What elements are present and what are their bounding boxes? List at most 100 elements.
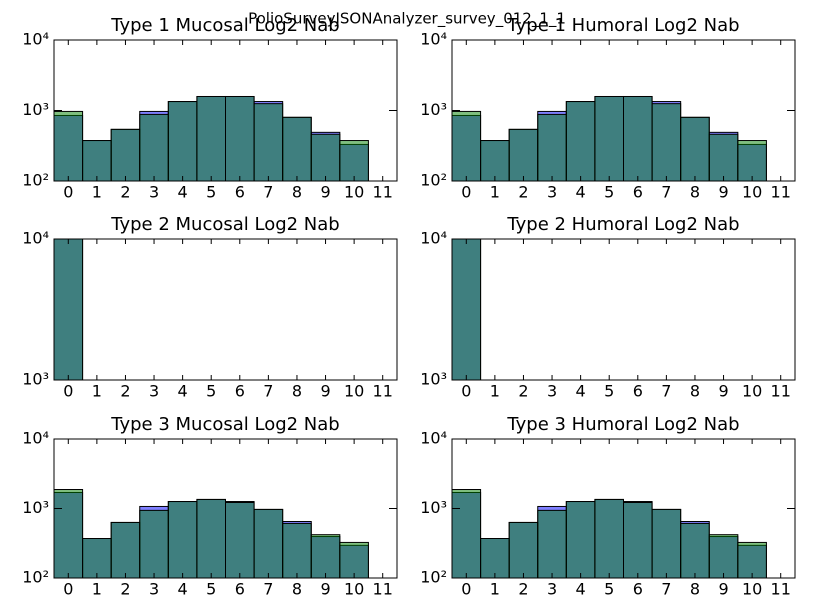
y-tick-label: 10² xyxy=(22,568,49,587)
bar xyxy=(737,541,767,579)
bar xyxy=(594,95,625,182)
x-tick-label: 11 xyxy=(373,183,393,202)
x-tick-label: 5 xyxy=(604,183,614,202)
bar xyxy=(310,133,341,182)
x-tick-label: 11 xyxy=(771,580,791,599)
bar xyxy=(451,238,482,381)
bar xyxy=(53,489,84,579)
y-tick-label: 10⁴ xyxy=(420,229,447,248)
bar xyxy=(708,133,739,182)
y-tick-label: 10³ xyxy=(22,498,49,517)
bar xyxy=(537,113,567,182)
plot-title: Type 3 Mucosal Log2 Nab xyxy=(110,414,339,435)
bar xyxy=(565,501,596,579)
x-tick-label: 11 xyxy=(373,382,393,401)
plot-title: Type 1 Humoral Log2 Nab xyxy=(506,15,739,36)
bar xyxy=(451,110,482,182)
x-tick-label: 9 xyxy=(718,183,728,202)
x-tick-label: 11 xyxy=(373,580,393,599)
x-tick-label: 6 xyxy=(633,183,643,202)
x-tick-label: 0 xyxy=(63,580,73,599)
x-tick-label: 10 xyxy=(344,580,364,599)
x-tick-label: 8 xyxy=(292,183,302,202)
figure-title: PolioSurveyJSONAnalyzer_survey_012_1_1 xyxy=(248,10,566,29)
bar xyxy=(110,128,141,182)
x-tick-label: 2 xyxy=(518,580,528,599)
bar xyxy=(196,95,227,182)
x-tick-label: 4 xyxy=(576,183,586,202)
bar xyxy=(508,128,539,182)
x-tick-label: 3 xyxy=(547,382,557,401)
bar xyxy=(82,538,112,579)
x-tick-label: 1 xyxy=(490,580,500,599)
x-tick-label: 11 xyxy=(771,183,791,202)
x-tick-label: 7 xyxy=(263,183,273,202)
bar xyxy=(82,140,112,182)
plot-frame xyxy=(451,238,796,381)
x-tick-label: 9 xyxy=(718,382,728,401)
x-tick-label: 4 xyxy=(576,382,586,401)
x-tick-label: 2 xyxy=(518,382,528,401)
x-tick-label: 0 xyxy=(63,183,73,202)
plot-title: Type 2 Humoral Log2 Nab xyxy=(506,214,739,235)
x-tick-label: 10 xyxy=(742,382,762,401)
x-tick-label: 2 xyxy=(120,382,130,401)
bar xyxy=(253,103,284,182)
bar xyxy=(139,113,169,182)
bar xyxy=(167,101,198,182)
bar xyxy=(480,140,510,182)
bar xyxy=(594,498,625,579)
x-tick-label: 5 xyxy=(604,580,614,599)
bar xyxy=(110,521,141,579)
bar xyxy=(53,110,84,182)
x-tick-label: 0 xyxy=(63,382,73,401)
bar xyxy=(508,521,539,579)
x-tick-label: 9 xyxy=(320,183,330,202)
y-tick-label: 10³ xyxy=(420,370,447,389)
x-tick-label: 0 xyxy=(461,382,471,401)
x-tick-label: 8 xyxy=(292,382,302,401)
bar xyxy=(680,116,710,182)
plot-title: Type 2 Mucosal Log2 Nab xyxy=(110,214,339,235)
bar xyxy=(651,103,682,182)
y-tick-label: 10³ xyxy=(22,370,49,389)
x-tick-label: 5 xyxy=(604,382,614,401)
bar xyxy=(225,95,255,182)
x-tick-label: 1 xyxy=(92,580,102,599)
x-tick-label: 7 xyxy=(263,382,273,401)
x-tick-label: 8 xyxy=(292,580,302,599)
x-tick-label: 3 xyxy=(547,580,557,599)
bar xyxy=(282,116,312,182)
y-tick-label: 10⁴ xyxy=(420,30,447,49)
y-tick-label: 10² xyxy=(22,171,49,190)
x-tick-label: 9 xyxy=(320,382,330,401)
x-tick-label: 8 xyxy=(690,382,700,401)
x-tick-label: 7 xyxy=(661,382,671,401)
y-tick-label: 10³ xyxy=(420,498,447,517)
x-tick-label: 3 xyxy=(149,183,159,202)
bar xyxy=(623,95,653,182)
x-tick-label: 2 xyxy=(518,183,528,202)
y-tick-label: 10⁴ xyxy=(22,229,49,248)
bar xyxy=(139,509,169,579)
x-tick-label: 1 xyxy=(490,183,500,202)
bar xyxy=(282,522,312,579)
bar xyxy=(737,140,767,182)
x-tick-label: 4 xyxy=(178,580,188,599)
bar xyxy=(537,509,567,579)
x-tick-label: 1 xyxy=(92,183,102,202)
x-tick-label: 5 xyxy=(206,382,216,401)
x-tick-label: 10 xyxy=(742,580,762,599)
bar xyxy=(651,508,682,579)
x-tick-label: 8 xyxy=(690,183,700,202)
bar xyxy=(196,498,227,579)
x-tick-label: 5 xyxy=(206,580,216,599)
x-tick-label: 6 xyxy=(235,183,245,202)
x-tick-label: 11 xyxy=(771,382,791,401)
bar xyxy=(310,534,341,579)
y-tick-label: 10⁴ xyxy=(420,429,447,448)
bar xyxy=(623,501,653,579)
plot-title: Type 3 Humoral Log2 Nab xyxy=(506,414,739,435)
x-tick-label: 6 xyxy=(235,580,245,599)
x-tick-label: 7 xyxy=(661,580,671,599)
